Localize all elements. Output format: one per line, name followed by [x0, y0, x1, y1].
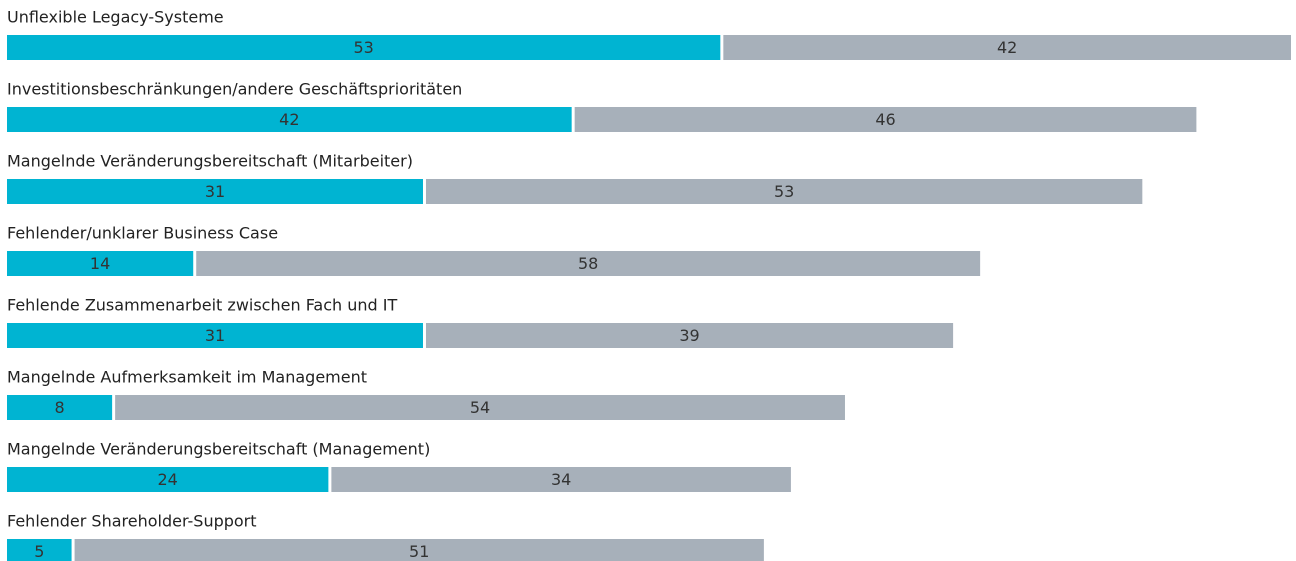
category-label: Fehlender Shareholder-Support	[7, 512, 257, 531]
value-label: 39	[679, 326, 699, 345]
value-label: 46	[875, 110, 895, 129]
bar-segment	[74, 539, 764, 561]
bar-segment	[7, 395, 113, 420]
value-label: 14	[90, 254, 110, 273]
bar-segment	[196, 251, 981, 276]
bar-segment	[723, 35, 1291, 60]
value-label: 5	[34, 542, 44, 561]
category-label: Fehlender/unklarer Business Case	[7, 224, 278, 243]
value-label: 8	[54, 398, 64, 417]
value-label: 42	[279, 110, 299, 129]
value-label: 24	[158, 470, 178, 489]
category-label: Investitionsbeschränkungen/andere Geschä…	[7, 80, 462, 99]
value-label: 53	[353, 38, 373, 57]
value-label: 54	[470, 398, 490, 417]
bar-segment	[7, 107, 572, 132]
category-label: Mangelnde Veränderungsbereitschaft (Mita…	[7, 152, 413, 171]
bar-segment	[7, 323, 423, 348]
bar-segment	[7, 251, 194, 276]
bar-segment	[425, 323, 954, 348]
category-label: Mangelnde Veränderungsbereitschaft (Mana…	[7, 440, 430, 459]
bar-segment	[115, 395, 845, 420]
bar-segment	[7, 539, 72, 561]
category-label: Fehlende Zusammenarbeit zwischen Fach un…	[7, 296, 397, 315]
bar-segment	[7, 467, 329, 492]
value-label: 31	[205, 326, 225, 345]
value-label: 53	[774, 182, 794, 201]
value-label: 34	[551, 470, 571, 489]
category-label: Mangelnde Aufmerksamkeit im Management	[7, 368, 367, 387]
bar-segment	[574, 107, 1197, 132]
value-label: 31	[205, 182, 225, 201]
category-label: Unflexible Legacy-Systeme	[7, 8, 224, 27]
value-label: 51	[409, 542, 429, 561]
bar-segment	[7, 179, 423, 204]
bar-segment	[425, 179, 1143, 204]
value-label: 42	[997, 38, 1017, 57]
value-label: 58	[578, 254, 598, 273]
bar-segment	[7, 35, 721, 60]
bar-segment	[331, 467, 791, 492]
